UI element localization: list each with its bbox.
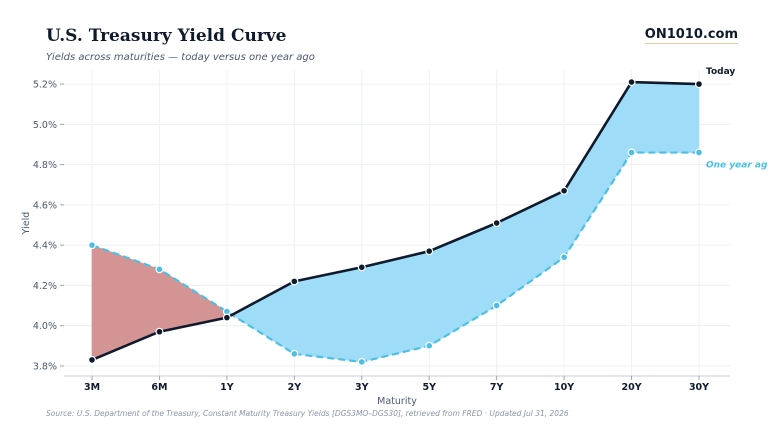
y-tick-label: 4.8% — [33, 160, 57, 171]
x-axis-label: Maturity — [377, 396, 417, 407]
spread-fill-segment — [159, 268, 228, 333]
y-tick-label: 4.0% — [33, 321, 57, 332]
today-point — [222, 313, 231, 322]
series-lines — [91, 80, 700, 364]
y-tick-label: 4.4% — [33, 241, 57, 252]
chart-subtitle: Yields across maturities — today versus … — [46, 52, 315, 63]
today-point — [290, 277, 299, 286]
one-year-ago-point — [694, 148, 703, 157]
y-tick-label: 5.0% — [33, 120, 57, 131]
today-point — [560, 186, 569, 195]
spread-fill-segment — [361, 250, 430, 363]
y-tick-label: 4.6% — [33, 200, 57, 211]
today-point — [155, 327, 164, 336]
x-tick-label: 10Y — [554, 382, 574, 393]
spread-fill-segment — [294, 266, 363, 363]
x-tick-label: 1Y — [220, 382, 234, 393]
y-tick-label: 3.8% — [33, 361, 57, 372]
y-axis-label: Yield — [21, 212, 32, 236]
spread-fill-segment — [91, 244, 160, 361]
chart-title: U.S. Treasury Yield Curve — [46, 26, 287, 46]
today-point — [357, 263, 366, 272]
today-line — [91, 80, 700, 362]
spread-fills — [91, 81, 700, 363]
today-point — [694, 80, 703, 89]
one-year-ago-point — [357, 357, 366, 366]
axes: 3.8% 4.0% 4.2% 4.4% 4.6% 4.8% 5.0% 5.2% 3M 6M 1Y 2Y… — [21, 80, 730, 407]
one-year-ago-point — [425, 341, 434, 350]
brand-logo[interactable]: ON1010.com — [644, 27, 738, 44]
x-tick-label: 3Y — [355, 382, 369, 393]
x-tick-label: 30Y — [689, 382, 709, 393]
spread-fill-segment — [428, 222, 497, 347]
one-year-ago-point — [155, 265, 164, 274]
one-year-ago-point — [492, 301, 501, 310]
one-year-ago-point — [560, 253, 569, 262]
today-point — [425, 247, 434, 256]
x-tick-label: 2Y — [288, 382, 302, 393]
one-year-ago-point — [627, 148, 636, 157]
x-tick-label: 7Y — [490, 382, 504, 393]
one-year-ago-series-label: One year ago — [706, 161, 768, 171]
x-tick-label: 20Y — [622, 382, 642, 393]
today-point — [87, 355, 96, 364]
one-year-ago-line — [91, 151, 699, 364]
spread-fill-segment — [231, 280, 295, 355]
spread-fill-segment — [631, 81, 700, 153]
source-note: Source: U.S. Department of the Treasury,… — [46, 409, 569, 418]
today-point — [492, 219, 501, 228]
series-points — [87, 78, 703, 366]
one-year-ago-point — [87, 241, 96, 250]
x-tick-label: 3M — [84, 382, 100, 393]
y-tick-label: 5.2% — [33, 80, 57, 91]
today-series-label: Today — [706, 67, 735, 77]
one-year-ago-point — [290, 349, 299, 358]
spread-fill-segment — [563, 81, 632, 259]
today-point — [627, 78, 636, 87]
series-labels: Today One year ago — [706, 67, 768, 170]
x-tick-label: 6M — [151, 382, 167, 393]
y-tick-label: 4.2% — [33, 281, 57, 292]
x-tick-label: 5Y — [422, 382, 436, 393]
